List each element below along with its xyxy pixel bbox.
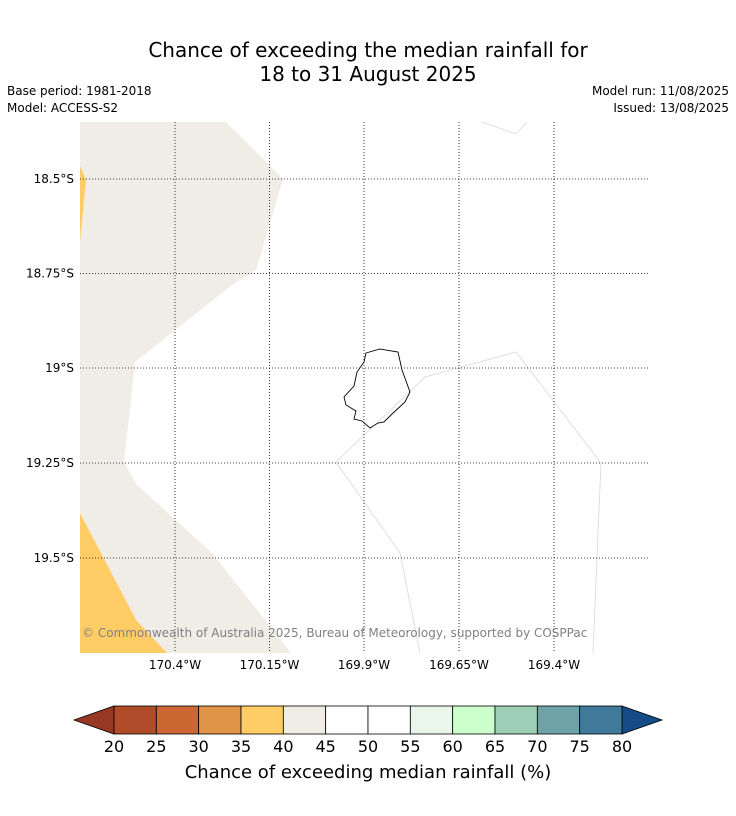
- colorbar-tick-label: 60: [442, 737, 462, 756]
- colorbar-segment: [452, 705, 496, 735]
- colorbar-tick-label: 80: [612, 737, 632, 756]
- lon-label-4: 169.65°W: [429, 658, 489, 672]
- forecast-contour-lines: [335, 122, 602, 653]
- title-line-1: Chance of exceeding the median rainfall …: [148, 38, 588, 62]
- colorbar-segment: [198, 705, 242, 735]
- title-line-2: 18 to 31 August 2025: [259, 62, 477, 86]
- colorbar-segments: [113, 705, 623, 735]
- colorbar: 20 25 30 35 40 45 50 55 60 65 70 75 80 Chance of exc…: [72, 705, 664, 783]
- colorbar-segment: [409, 705, 454, 735]
- map-plot-area: © Commonwealth of Australia 2025, Bureau…: [80, 122, 649, 653]
- colorbar-tick-label: 20: [104, 737, 124, 756]
- lat-label-3: 19°S: [45, 361, 74, 375]
- contour-line-southwest: [335, 461, 421, 653]
- contour-line-northeast: [481, 122, 528, 135]
- colorbar-tick-label: 35: [231, 737, 251, 756]
- meta-right: Model run: 11/08/2025 Issued: 13/08/2025: [592, 83, 729, 117]
- orange-band-region-upper: [80, 166, 86, 242]
- colorbar-tick-labels: 20 25 30 35 40 45 50 55 60 65 70 75 80: [104, 737, 632, 756]
- lat-label-1: 18.5°S: [34, 172, 74, 186]
- colorbar-tick-label: 45: [315, 737, 335, 756]
- model-run-text: Model run: 11/08/2025: [591, 84, 729, 98]
- copyright-text: © Commonwealth of Australia 2025, Bureau…: [82, 626, 587, 640]
- lat-label-2: 18.75°S: [26, 267, 74, 281]
- lon-label-3: 169.9°W: [338, 658, 390, 672]
- model-text: Model: ACCESS-S2: [7, 101, 119, 115]
- map-title: Chance of exceeding the median rainfall …: [0, 38, 736, 86]
- colorbar-segment: [579, 705, 623, 735]
- issued-text: Issued: 13/08/2025: [613, 101, 729, 115]
- gridlines: [80, 122, 649, 653]
- meta-left: Base period: 1981-2018 Model: ACCESS-S2: [7, 83, 152, 117]
- colorbar-tick-label: 55: [400, 737, 420, 756]
- colorbar-segment: [155, 705, 200, 735]
- colorbar-tick-label: 40: [273, 737, 293, 756]
- colorbar-tick-label: 70: [527, 737, 547, 756]
- lon-label-5: 169.4°W: [528, 658, 580, 672]
- contour-line-east: [335, 351, 602, 653]
- longitude-labels: 170.4°W 170.15°W 169.9°W 169.65°W 169.4°…: [149, 658, 580, 672]
- niue-island-coastline: [343, 348, 411, 429]
- colorbar-segment: [494, 705, 538, 735]
- lat-label-4: 19.25°S: [26, 456, 74, 470]
- colorbar-tick-label: 65: [485, 737, 505, 756]
- colorbar-segment: [113, 705, 157, 735]
- colorbar-tick-label: 50: [358, 737, 378, 756]
- colorbar-segment: [282, 705, 327, 735]
- colorbar-segment: [240, 705, 284, 735]
- base-period-text: Base period: 1981-2018: [7, 84, 152, 98]
- latitude-labels: 18.5°S 18.75°S 19°S 19.25°S 19.5°S: [26, 172, 74, 565]
- colorbar-over-arrow: [621, 705, 664, 735]
- colorbar-segment: [325, 705, 369, 735]
- colorbar-segment: [536, 705, 581, 735]
- colorbar-tick-label: 30: [188, 737, 208, 756]
- colorbar-tick-label: 25: [146, 737, 166, 756]
- colorbar-tick-label: 75: [569, 737, 589, 756]
- lat-label-5: 19.5°S: [34, 551, 74, 565]
- orange-band-region-lower: [80, 513, 167, 653]
- light-band-region: [80, 122, 291, 653]
- colorbar-segment: [367, 705, 411, 735]
- colorbar-title: Chance of exceeding median rainfall (%): [185, 762, 552, 783]
- lon-label-2: 170.15°W: [240, 658, 300, 672]
- colorbar-under-arrow: [72, 705, 115, 735]
- lon-label-1: 170.4°W: [149, 658, 201, 672]
